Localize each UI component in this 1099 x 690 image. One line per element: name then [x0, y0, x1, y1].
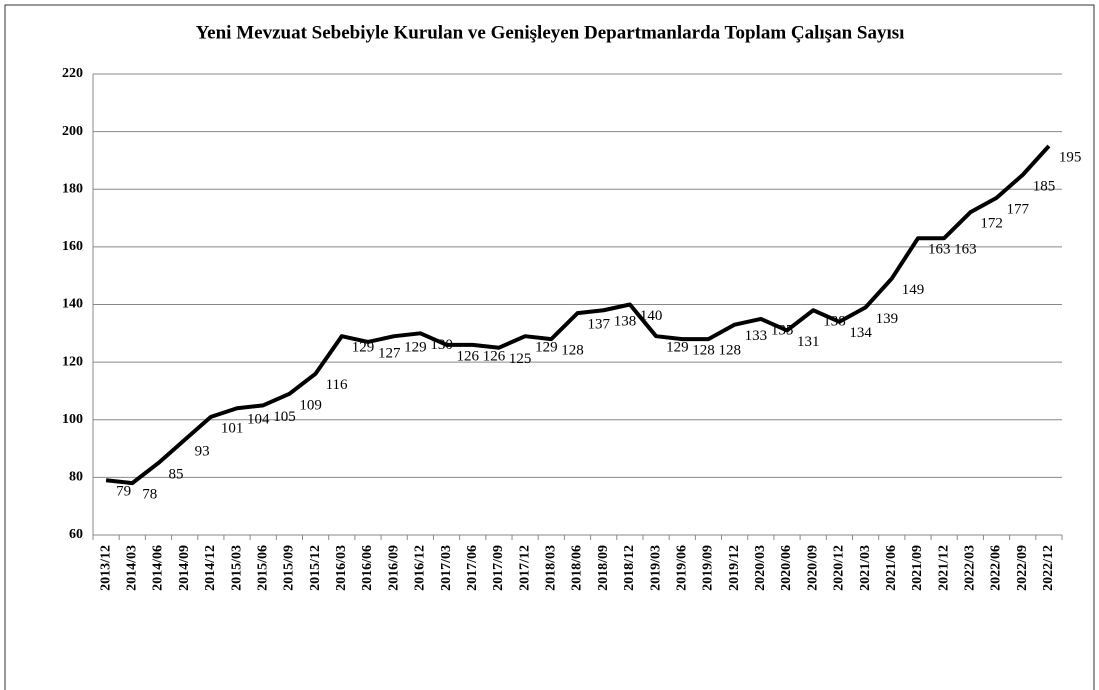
data-label: 105	[273, 409, 296, 425]
data-label: 85	[168, 466, 183, 482]
data-label: 135	[771, 322, 794, 338]
data-label: 172	[980, 216, 1003, 232]
data-label: 163	[954, 242, 977, 258]
x-tick-label: 2017/09	[491, 545, 506, 591]
data-label: 129	[666, 340, 689, 356]
data-label: 109	[299, 397, 322, 413]
x-tick-label: 2022/12	[1041, 545, 1056, 591]
y-tick-label: 120	[62, 354, 83, 369]
x-tick-label: 2021/12	[936, 545, 951, 591]
data-label: 128	[692, 343, 715, 359]
x-tick-label: 2017/12	[517, 545, 532, 591]
x-tick-label: 2014/06	[151, 545, 166, 591]
y-tick-label: 180	[62, 181, 83, 196]
data-label: 138	[614, 314, 637, 330]
data-label: 126	[483, 348, 506, 364]
x-tick-label: 2018/06	[570, 545, 585, 591]
x-tick-label: 2021/06	[884, 545, 899, 591]
x-tick-label: 2016/03	[334, 545, 349, 591]
data-label: 185	[1033, 178, 1056, 194]
data-label: 127	[378, 345, 401, 361]
y-tick-label: 220	[62, 66, 83, 81]
x-tick-label: 2017/03	[439, 545, 454, 591]
data-label: 177	[1007, 201, 1030, 217]
data-label: 79	[116, 484, 131, 500]
data-label: 139	[876, 311, 899, 327]
data-label: 116	[326, 377, 348, 393]
x-tick-label: 2016/12	[413, 545, 428, 591]
data-label: 138	[823, 314, 846, 330]
x-tick-label: 2018/03	[544, 545, 559, 591]
x-tick-label: 2015/06	[255, 545, 270, 591]
x-tick-label: 2019/03	[648, 545, 663, 591]
data-label: 93	[195, 443, 210, 459]
data-label: 137	[588, 317, 611, 333]
data-label: 149	[902, 282, 925, 298]
data-label: 133	[745, 328, 768, 344]
data-label: 130	[430, 337, 453, 353]
data-label: 195	[1059, 149, 1082, 165]
x-tick-label: 2013/12	[98, 545, 113, 591]
y-tick-label: 60	[69, 527, 83, 542]
data-label: 129	[535, 340, 558, 356]
chart-border	[4, 4, 1095, 690]
x-tick-label: 2019/06	[674, 545, 689, 591]
x-tick-label: 2022/03	[963, 545, 978, 591]
data-label: 126	[457, 348, 480, 364]
x-tick-label: 2014/12	[203, 545, 218, 591]
x-tick-label: 2015/03	[229, 545, 244, 591]
data-label: 129	[404, 340, 427, 356]
x-tick-label: 2016/09	[386, 545, 401, 591]
data-label: 140	[640, 308, 663, 324]
x-tick-label: 2020/03	[753, 545, 768, 591]
x-tick-label: 2016/06	[360, 545, 375, 591]
y-tick-label: 160	[62, 239, 83, 254]
data-label: 104	[247, 412, 270, 428]
x-tick-label: 2015/09	[282, 545, 297, 591]
x-tick-label: 2021/09	[910, 545, 925, 591]
x-tick-label: 2014/03	[125, 545, 140, 591]
data-label: 129	[352, 340, 375, 356]
y-tick-label: 140	[62, 297, 83, 312]
x-tick-label: 2020/06	[779, 545, 794, 591]
x-tick-label: 2022/09	[1015, 545, 1030, 591]
data-label: 128	[718, 343, 741, 359]
x-tick-label: 2019/09	[701, 545, 716, 591]
x-tick-label: 2017/06	[465, 545, 480, 591]
x-tick-label: 2018/12	[622, 545, 637, 591]
x-tick-label: 2021/03	[858, 545, 873, 591]
data-label: 101	[221, 420, 244, 436]
data-label: 163	[928, 242, 951, 258]
x-tick-label: 2018/09	[596, 545, 611, 591]
x-tick-label: 2020/09	[805, 545, 820, 591]
y-tick-label: 100	[62, 412, 83, 427]
x-tick-label: 2022/06	[989, 545, 1004, 591]
y-tick-label: 200	[62, 124, 83, 139]
x-tick-label: 2015/12	[308, 545, 323, 591]
data-label: 134	[849, 325, 872, 341]
data-label: 131	[797, 334, 820, 350]
x-tick-label: 2014/09	[177, 545, 192, 591]
data-label: 128	[561, 343, 584, 359]
y-tick-label: 80	[69, 470, 83, 485]
data-label: 125	[509, 351, 532, 367]
data-line	[105, 144, 1051, 486]
data-label: 78	[142, 487, 157, 503]
x-tick-label: 2019/12	[727, 545, 742, 591]
chart-title: Yeni Mevzuat Sebebiyle Kurulan ve Genişl…	[196, 22, 905, 43]
x-tick-label: 2020/12	[832, 545, 847, 591]
